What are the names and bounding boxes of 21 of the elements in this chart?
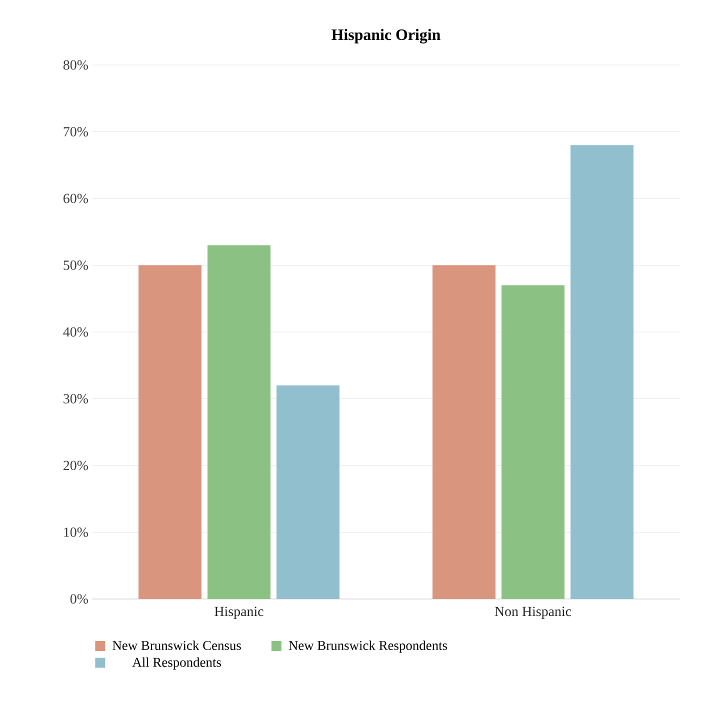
bar [570, 145, 634, 599]
legend-label: All Respondents [132, 657, 221, 670]
y-tick-label: 30% [64, 394, 88, 404]
y-tick-label: 50% [64, 260, 88, 270]
y-tick-label: 0% [70, 594, 88, 604]
bar [432, 265, 496, 599]
legend-label: New Brunswick Respondents [288, 640, 448, 653]
y-tick-label: 20% [64, 460, 88, 470]
bar [276, 385, 340, 599]
bar [502, 285, 565, 599]
y-tick-label: 80% [63, 60, 88, 70]
y-tick-label: 10% [64, 528, 88, 537]
x-tick-label: Non Hispanic [494, 606, 572, 619]
y-tick-label: 60% [64, 194, 88, 204]
y-tick-label: 70% [64, 127, 88, 136]
bar [208, 245, 271, 599]
y-tick-label: 40% [63, 327, 88, 337]
legend-label: New Brunswick Census [112, 640, 241, 650]
bar [138, 265, 202, 599]
x-tick-label: Hispanic [214, 606, 264, 619]
chart-title: Hispanic Origin [332, 28, 440, 44]
